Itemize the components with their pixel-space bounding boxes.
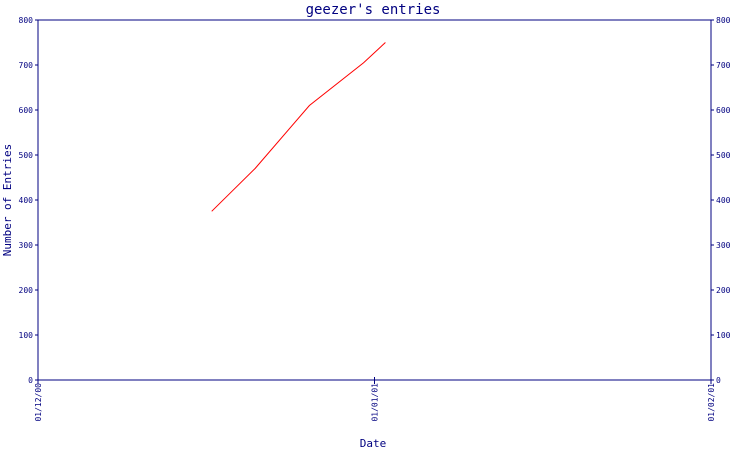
- y-tick-label: 800: [19, 16, 34, 25]
- y-tick-label: 500: [19, 151, 34, 160]
- y-tick-label: 700: [19, 61, 34, 70]
- x-axis-label: Date: [360, 437, 387, 450]
- x-tick-label: 01/02/01: [707, 383, 716, 422]
- y-tick-label: 600: [19, 106, 34, 115]
- x-tick-label: 01/01/01: [371, 383, 380, 422]
- plot-frame: [37, 19, 712, 381]
- x-axis: 01/12/00 01/01/01 01/02/01: [34, 377, 716, 422]
- y-tick-label: 400: [19, 196, 34, 205]
- y-axis-left: 0 100 200 300 400 500 600 700 800: [19, 16, 38, 385]
- y-tick-label-right: 300: [716, 241, 731, 250]
- series-layer: [211, 42, 386, 212]
- y-tick-label-right: 100: [716, 331, 731, 340]
- series-line-0: [211, 42, 386, 212]
- x-tick-label: 01/12/00: [34, 383, 43, 422]
- y-tick-label: 200: [19, 286, 34, 295]
- y-tick-label-right: 400: [716, 196, 731, 205]
- y-tick-label-right: 600: [716, 106, 731, 115]
- y-tick-label-right: 800: [716, 16, 731, 25]
- y-tick-label-right: 500: [716, 151, 731, 160]
- y-tick-label: 100: [19, 331, 34, 340]
- y-axis-right: 0 100 200 300 400 500 600 700 800: [711, 16, 731, 385]
- chart-title: geezer's entries: [306, 2, 441, 18]
- y-tick-label: 0: [28, 376, 33, 385]
- y-axis-label: Number of Entries: [1, 144, 14, 257]
- y-tick-label: 300: [19, 241, 34, 250]
- y-tick-label-right: 700: [716, 61, 731, 70]
- y-tick-label-right: 0: [716, 376, 721, 385]
- y-tick-label-right: 200: [716, 286, 731, 295]
